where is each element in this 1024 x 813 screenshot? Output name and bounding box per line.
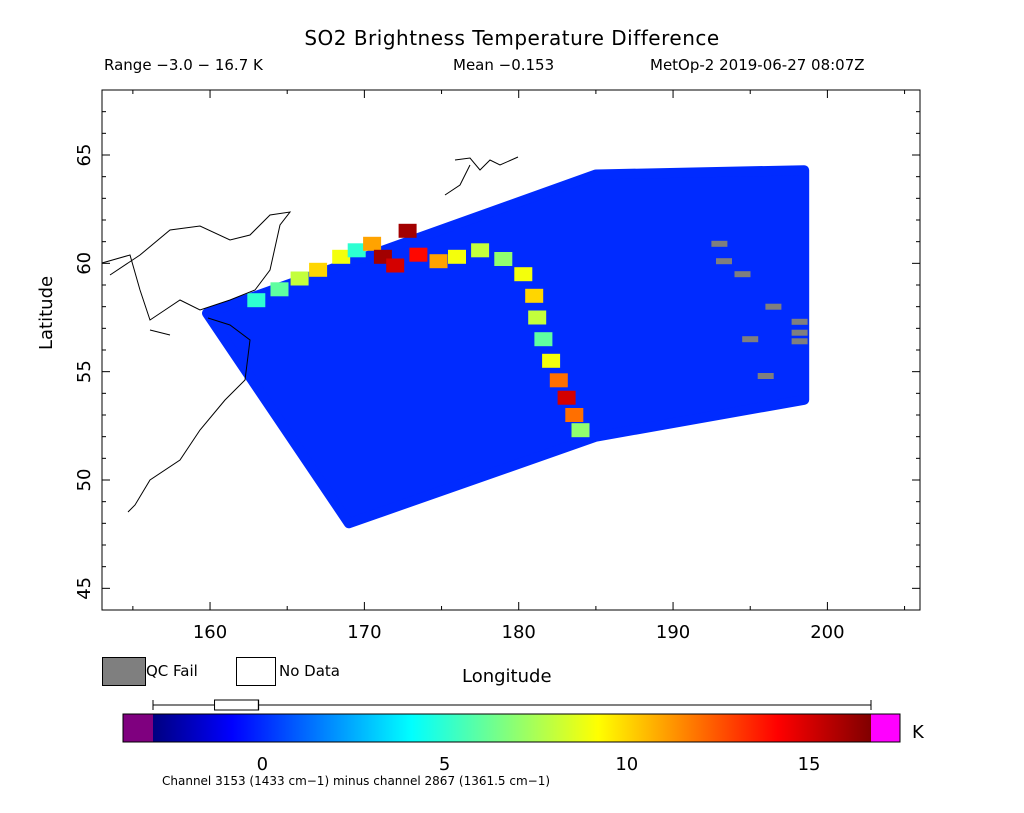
- legend-label-no-data: No Data: [279, 662, 340, 680]
- colorbar-underflow: [123, 714, 153, 742]
- plume-cell: [270, 282, 289, 297]
- plume-cell: [525, 288, 544, 303]
- plume-cell: [429, 254, 448, 269]
- qc-fail-cell: [734, 271, 751, 278]
- plume-cell: [409, 247, 428, 262]
- colorbar-caption: Channel 3153 (1433 cm−1) minus channel 2…: [162, 774, 551, 788]
- mean-text: Mean −0.153: [453, 56, 555, 74]
- swath-region: [202, 165, 810, 529]
- plume-cell: [309, 262, 328, 277]
- y-tick-label: 65: [74, 144, 95, 167]
- qc-fail-cell: [791, 318, 808, 325]
- plume-cell: [514, 267, 533, 282]
- y-tick-label: 60: [74, 252, 95, 275]
- legend-label-qc-fail: QC Fail: [146, 662, 198, 680]
- plume-cell: [534, 332, 553, 347]
- plume-cell: [471, 243, 490, 258]
- qc-fail-cell: [791, 338, 808, 345]
- qc-fail-cell: [742, 336, 759, 343]
- chart-title: SO2 Brightness Temperature Difference: [304, 26, 720, 50]
- plume-cell: [332, 249, 351, 264]
- plume-cell: [528, 310, 547, 325]
- x-tick-label: 190: [656, 622, 690, 643]
- qc-fail-cell: [765, 303, 782, 310]
- y-axis-label: Latitude: [36, 275, 57, 350]
- satellite-text: MetOp-2 2019-06-27 08:07Z: [650, 56, 865, 74]
- plume-cell: [571, 423, 590, 438]
- plume-cell: [542, 353, 561, 368]
- plume-cell: [557, 390, 576, 405]
- plume-cell: [247, 293, 266, 308]
- coastline-chukotka: [444, 156, 519, 196]
- colorbar-unit: K: [912, 722, 925, 743]
- coastline: [101, 211, 292, 321]
- colorbar-overflow: [871, 714, 900, 742]
- x-tick-label: 180: [502, 622, 536, 643]
- colorbar-frame: [122, 713, 901, 743]
- plume-cell: [494, 252, 513, 266]
- plume-cell: [347, 243, 366, 258]
- x-tick-label: 200: [810, 622, 844, 643]
- qc-fail-cell: [716, 258, 732, 265]
- boxplot-box: [214, 699, 260, 711]
- plume-cell: [448, 249, 466, 264]
- x-tick-label: 160: [193, 622, 227, 643]
- y-tick-label: 50: [74, 469, 95, 492]
- y-tick-label: 45: [74, 577, 95, 600]
- qc-fail-cell: [711, 240, 728, 247]
- qc-fail-cell: [791, 329, 808, 336]
- colorbar-tick-label: 5: [439, 754, 450, 775]
- plume-cell: [363, 236, 382, 251]
- range-text: Range −3.0 − 16.7 K: [104, 56, 263, 74]
- plume-cell: [565, 408, 584, 422]
- x-tick-label: 170: [347, 622, 381, 643]
- colorbar-tick-label: 15: [798, 754, 821, 775]
- legend-swatch-qc-fail: [102, 657, 146, 686]
- plume-cell: [549, 373, 568, 388]
- plume-cell: [398, 223, 417, 238]
- plume-cell: [386, 258, 405, 273]
- legend-swatch-no-data: [236, 657, 276, 686]
- colorbar-gradient: [153, 714, 871, 742]
- coastline-peninsula: [127, 317, 251, 513]
- colorbar-tick-label: 0: [257, 754, 268, 775]
- colorbar-tick-label: 10: [615, 754, 638, 775]
- qc-fail-cell: [757, 373, 774, 379]
- y-tick-label: 55: [74, 360, 95, 383]
- x-axis-label: Longitude: [462, 666, 552, 687]
- plume-cell: [290, 271, 309, 286]
